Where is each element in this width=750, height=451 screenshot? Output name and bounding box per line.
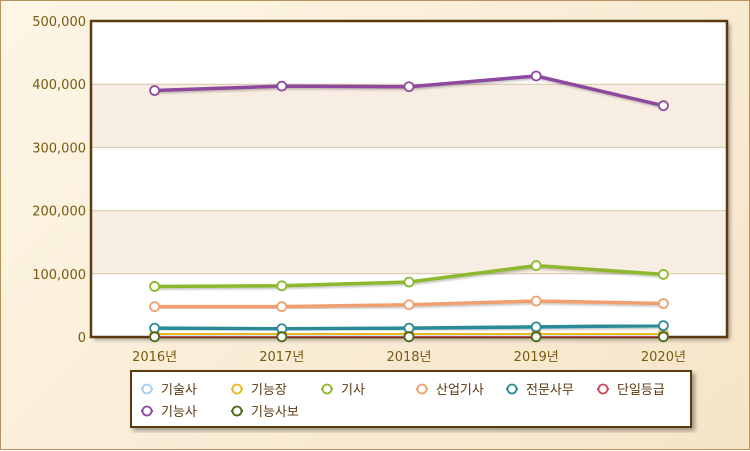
legend-label: 기능사 xyxy=(161,405,197,420)
data-point xyxy=(532,71,541,80)
legend-swatch-marker xyxy=(233,385,242,394)
plot-band xyxy=(91,21,727,84)
legend-label: 산업기사 xyxy=(436,383,484,398)
data-point xyxy=(659,321,668,330)
data-point xyxy=(659,270,668,279)
data-point xyxy=(150,282,159,291)
data-point xyxy=(277,281,286,290)
data-point xyxy=(150,332,159,341)
plot-band xyxy=(91,211,727,274)
legend-label: 기술사 xyxy=(161,383,197,398)
data-point xyxy=(277,82,286,91)
legend-box xyxy=(131,371,691,427)
x-tick-label: 2016년 xyxy=(132,350,177,365)
y-tick-label: 100,000 xyxy=(32,268,86,283)
legend-swatch-marker xyxy=(508,385,517,394)
legend-swatch-marker xyxy=(418,385,427,394)
legend-label: 기능사보 xyxy=(251,405,299,420)
x-tick-label: 2020년 xyxy=(641,350,686,365)
data-point xyxy=(405,278,414,287)
x-tick-label: 2019년 xyxy=(514,350,559,365)
data-point xyxy=(659,101,668,110)
legend-label: 전문사무 xyxy=(526,383,574,398)
y-tick-label: 500,000 xyxy=(32,15,86,30)
x-tick-label: 2017년 xyxy=(259,350,304,365)
plot-band xyxy=(91,84,727,147)
y-tick-label: 0 xyxy=(78,331,86,346)
x-tick-label: 2018년 xyxy=(386,350,431,365)
y-tick-label: 200,000 xyxy=(32,205,86,220)
data-point xyxy=(659,332,668,341)
legend-label: 기사 xyxy=(341,383,365,398)
plot-band xyxy=(91,147,727,210)
data-point xyxy=(405,300,414,309)
legend-swatch-marker xyxy=(143,407,152,416)
data-point xyxy=(150,86,159,95)
data-point xyxy=(150,302,159,311)
data-point xyxy=(532,322,541,331)
data-point xyxy=(532,332,541,341)
legend-swatch-marker xyxy=(323,385,332,394)
legend-label: 단일등급 xyxy=(617,383,665,398)
y-tick-label: 400,000 xyxy=(32,78,86,93)
data-point xyxy=(405,82,414,91)
data-point xyxy=(405,332,414,341)
data-point xyxy=(277,302,286,311)
data-point xyxy=(659,299,668,308)
legend-swatch-marker xyxy=(233,407,242,416)
legend-label: 기능장 xyxy=(251,383,287,398)
legend-swatch-marker xyxy=(599,385,608,394)
data-point xyxy=(277,332,286,341)
legend-swatch-marker xyxy=(143,385,152,394)
data-point xyxy=(532,296,541,305)
y-tick-label: 300,000 xyxy=(32,141,86,156)
data-point xyxy=(532,261,541,270)
